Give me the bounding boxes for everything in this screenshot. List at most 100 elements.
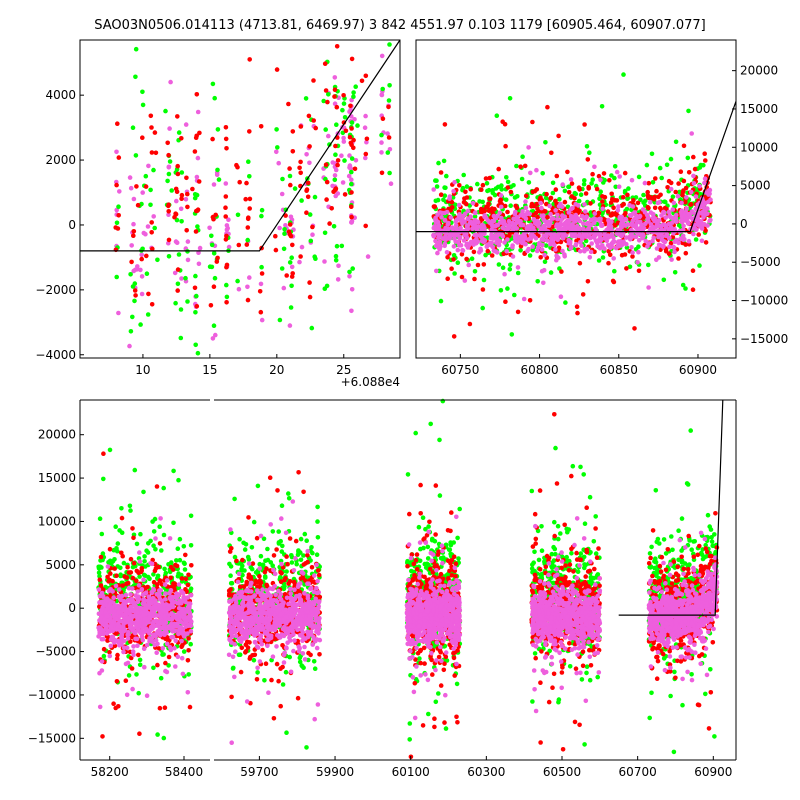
top-right-point-red [652,205,658,211]
bottom-point-pink [185,690,191,695]
top-left-point-red [193,229,199,234]
bottom-point-pink [102,617,107,622]
top-right-point-pink [548,211,553,217]
bottom-point-green [99,531,105,537]
top-right-point-red [577,187,582,192]
top-left-point-pink [322,259,327,264]
top-right-point-green [693,237,699,242]
top-left-point-red [351,137,356,143]
top-right-point-pink [654,257,659,263]
top-right-point-green [434,184,440,189]
top-right-point-green [486,187,492,193]
top-right-point-green [496,262,502,267]
top-left-point-pink [131,221,136,227]
top-right-point-red [442,122,448,127]
top-left-point-pink [145,224,151,229]
top-right-point-pink [645,244,650,249]
top-left-point-green [152,225,157,231]
top-right-point-pink [458,243,464,248]
top-right-point-pink [453,239,459,244]
top-left-point-pink [129,243,134,248]
top-right-point-pink [462,278,468,283]
bottom-point-red [239,645,245,651]
top-right-point-green [589,181,594,186]
top-right-point-pink [617,174,622,179]
top-right-point-pink [592,164,597,170]
top-left-point-pink [274,149,279,155]
top-right-point-pink [553,247,558,252]
bottom-point-pink [157,604,163,609]
top-right-point-green [518,248,523,253]
top-right-point-pink [515,265,521,270]
top-left-point-green [178,335,184,341]
bottom-point-green [311,659,317,664]
top-left-point-green [386,98,392,103]
top-left-point-red [257,289,263,294]
bottom-point-pink [130,586,135,591]
top-right-point-green [673,139,679,145]
top-right-point-pink [447,234,453,240]
top-left-point-green [351,90,356,95]
top-right-point-red [620,195,626,200]
bottom-point-pink [163,602,169,607]
top-left-point-red [223,237,229,242]
top-left-point-green [247,174,252,179]
top-right-point-red [538,195,543,200]
bottom-point-red [162,705,168,710]
top-right-point-pink [681,223,686,229]
top-right-point-pink [663,223,668,228]
top-right-point-pink [482,214,487,220]
bottom-point-green [249,545,255,550]
bottom-point-pink [133,593,138,598]
top-left-point-green [279,266,285,271]
top-left-point-red [289,274,295,279]
bottom-point-pink [186,623,191,628]
top-right-point-green [508,203,513,208]
top-right-point-pink [442,228,448,234]
bottom-point-pink [167,591,172,596]
top-right-point-pink [510,244,515,250]
top-right-point-pink [498,204,504,210]
bottom-point-pink [130,686,135,692]
top-left-point-green [331,224,337,229]
top-left-point-pink [347,153,352,158]
bottom-point-pink [180,612,185,617]
bottom-point-pink [116,623,122,629]
top-right-point-green [475,181,480,187]
top-left-point-pink [135,267,140,272]
top-left-model [80,39,401,252]
top-left-point-pink [281,285,287,291]
top-right-point-pink [673,216,678,222]
top-right-point-red [612,223,618,228]
bottom-point-green [155,732,160,737]
top-left-frame [79,39,401,359]
top-right-point-pink [527,211,532,217]
top-left-point-red [307,294,313,300]
bottom-point-green [309,545,314,550]
top-left-point-red [166,237,172,243]
top-right-point-pink [587,254,593,260]
bottom-point-green [230,666,236,671]
bottom-point-pink [178,625,184,630]
bottom-point-pink [177,599,182,605]
top-left-point-pink [363,113,368,119]
top-right-point-red [577,260,583,266]
top-left-point-pink [330,183,335,189]
bottom-point-green [160,652,165,657]
top-right-point-green [505,286,510,291]
bottom-point-pink [164,641,170,647]
top-right-point-pink [485,242,490,247]
bottom-point-green [258,553,264,559]
top-right-point-red [702,151,707,156]
top-right-point-pink [575,216,581,221]
top-left-point-red [352,166,358,172]
top-left-point-green [342,115,348,120]
bottom-point-red [124,581,129,587]
top-right-point-pink [557,225,562,231]
top-left-point-green [193,273,198,279]
top-right-point-green [526,180,532,185]
top-right-point-pink [629,177,635,183]
top-left-point-green [277,317,283,323]
